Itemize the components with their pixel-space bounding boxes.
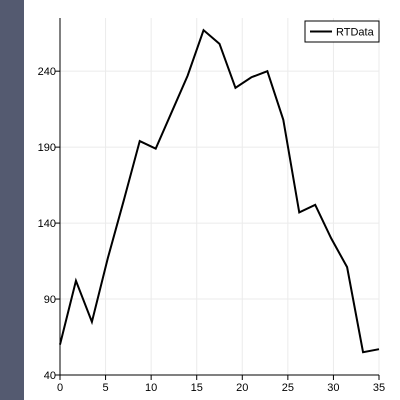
y-tick-label-190: 190 bbox=[38, 142, 56, 154]
y-tick-label-40: 40 bbox=[44, 370, 56, 382]
x-tick-label-25: 25 bbox=[282, 382, 294, 394]
series-line-rtdata bbox=[60, 30, 379, 352]
y-tick-label-240: 240 bbox=[38, 66, 56, 78]
x-tick-label-35: 35 bbox=[373, 382, 385, 394]
y-tick-label-90: 90 bbox=[44, 294, 56, 306]
x-tick-label-20: 20 bbox=[236, 382, 248, 394]
x-tick-label-5: 5 bbox=[103, 382, 109, 394]
y-tick-label-140: 140 bbox=[38, 218, 56, 230]
x-tick-label-0: 0 bbox=[57, 382, 63, 394]
legend-label-rtdata: RTData bbox=[336, 27, 375, 39]
axes bbox=[55, 18, 379, 380]
x-tick-label-30: 30 bbox=[327, 382, 339, 394]
grid bbox=[60, 18, 379, 375]
x-tick-label-10: 10 bbox=[145, 382, 157, 394]
series bbox=[60, 30, 379, 352]
x-tick-label-15: 15 bbox=[191, 382, 203, 394]
legend: RTData bbox=[305, 21, 379, 42]
